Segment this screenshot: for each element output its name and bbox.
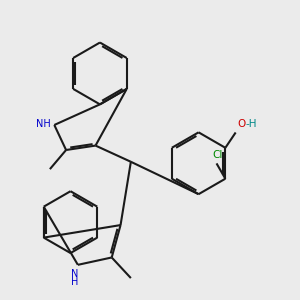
Text: O: O — [237, 119, 245, 129]
Text: Cl: Cl — [212, 150, 222, 160]
Text: H: H — [71, 278, 79, 287]
Text: N: N — [71, 269, 79, 279]
Text: NH: NH — [36, 119, 50, 129]
Text: -H: -H — [245, 119, 256, 129]
